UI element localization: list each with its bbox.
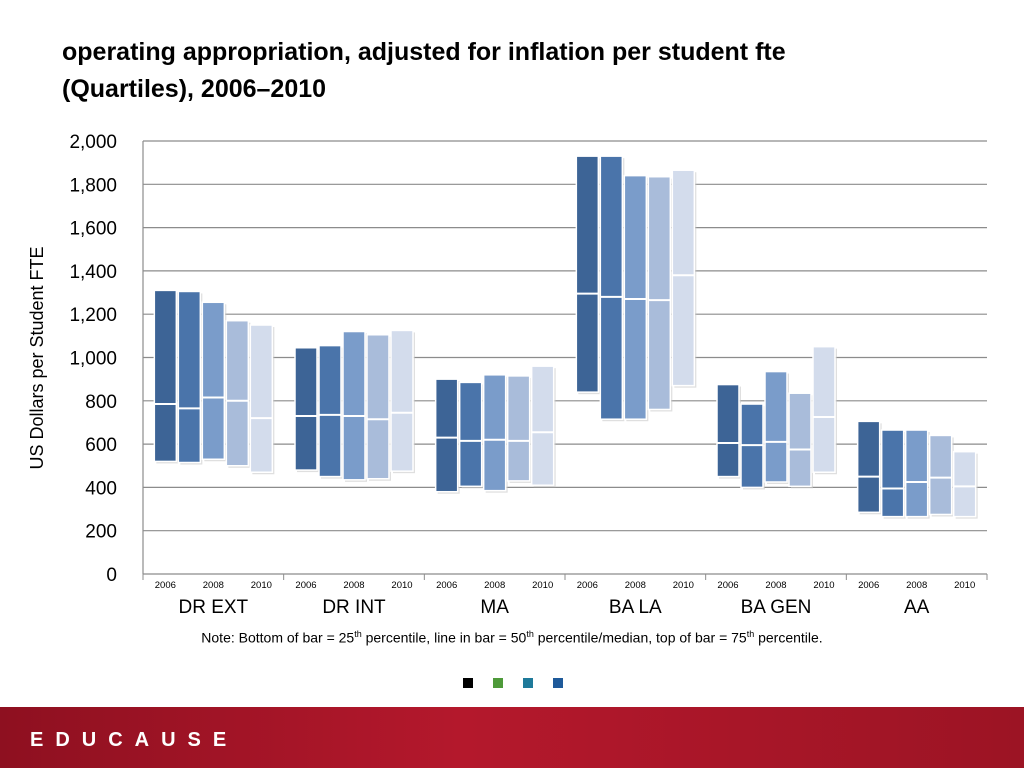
quartile-bar (812, 345, 836, 473)
x-category-label: DR INT (322, 597, 386, 618)
legend-square-2 (493, 678, 503, 688)
educause-logo: EDUCAUSE (30, 729, 239, 751)
quartile-bar (575, 155, 600, 393)
quartile-bar (530, 365, 555, 486)
quartile-bar (294, 347, 318, 471)
legend-squares (463, 678, 563, 688)
quartile-bar (764, 370, 788, 483)
note-sup-3: th (746, 629, 755, 639)
quartile-bar (201, 301, 226, 461)
x-year-label: 2008 (765, 580, 786, 591)
quartile-bar (249, 324, 274, 473)
title-line-2: (Quartiles), 2006–2010 (62, 75, 327, 103)
note-sup-2: th (526, 629, 534, 639)
quartile-bar (434, 378, 459, 493)
x-year-label: 2010 (813, 580, 834, 591)
note-mid-2: percentile/median, top of bar = 75 (533, 629, 747, 646)
y-tick-label: 1,800 (69, 175, 117, 196)
quartile-bar (880, 429, 905, 518)
note-mid-1: percentile, line in bar = 50 (361, 629, 527, 646)
x-year-label: 2006 (155, 580, 176, 591)
quartile-bar (671, 169, 696, 387)
x-category-label: BA LA (609, 597, 662, 618)
x-year-label: 2008 (906, 580, 927, 591)
y-tick-label: 1,600 (69, 219, 117, 240)
x-year-label: 2008 (343, 580, 364, 591)
x-year-label: 2008 (203, 580, 224, 591)
quartile-bar (952, 450, 977, 518)
quartile-bar (599, 155, 624, 420)
quartile-bar (647, 175, 672, 411)
x-year-label: 2006 (436, 580, 457, 591)
y-tick-label: 200 (85, 522, 117, 543)
x-category-label: BA GEN (741, 597, 812, 618)
y-tick-label: 1,200 (69, 305, 117, 326)
legend-square-1 (463, 678, 473, 688)
quartile-bar (225, 319, 250, 467)
x-year-label: 2008 (484, 580, 505, 591)
quartile-bar (623, 174, 648, 420)
x-year-label: 2010 (954, 580, 975, 591)
footer-band: EDUCAUSE (0, 707, 1024, 768)
y-tick-label: 800 (85, 392, 117, 413)
x-year-label: 2010 (532, 580, 553, 591)
title-line-1: operating appropriation, adjusted for in… (62, 38, 786, 66)
x-year-label: 2010 (251, 580, 272, 591)
x-category-label: MA (480, 597, 509, 618)
legend-square-4 (553, 678, 563, 688)
x-year-label: 2006 (295, 580, 316, 591)
y-tick-label: 400 (85, 478, 117, 499)
x-year-label: 2008 (625, 580, 646, 591)
x-year-label: 2010 (673, 580, 694, 591)
y-tick-label: 2,000 (69, 132, 117, 153)
quartile-bar (390, 329, 414, 472)
quartile-bar (342, 330, 366, 481)
quartile-bar (153, 289, 178, 463)
quartile-bar (506, 375, 531, 482)
y-tick-label: 0 (106, 565, 117, 586)
quartile-bar (482, 374, 507, 492)
x-year-label: 2006 (858, 580, 879, 591)
y-axis-label: US Dollars per Student FTE (27, 246, 47, 469)
box-chart: 0 200 400 600 800 1,000 1,200 1,400 1,600 1,800 2,… (27, 132, 988, 618)
chart-note: Note: Bottom of bar = 25th percentile, l… (0, 629, 1024, 646)
quartile-bar (716, 383, 740, 478)
x-category-label: DR EXT (178, 597, 248, 618)
quartile-bar (788, 392, 812, 488)
quartile-bar (177, 290, 202, 464)
note-prefix: Note: Bottom of bar = 25 (201, 629, 355, 646)
quartile-bar (904, 429, 929, 518)
quartile-bar (856, 420, 881, 514)
y-tick-label: 1,400 (69, 262, 117, 283)
y-tick-label: 600 (85, 435, 117, 456)
note-suffix: percentile. (754, 629, 823, 646)
legend-square-3 (523, 678, 533, 688)
x-category-label: AA (904, 597, 930, 618)
quartile-bar (318, 344, 342, 478)
x-year-label: 2006 (717, 580, 738, 591)
x-year-label: 2006 (577, 580, 598, 591)
note-sup-1: th (354, 629, 362, 639)
quartile-bar (458, 381, 483, 488)
quartile-bar (366, 334, 390, 480)
x-year-label: 2010 (391, 580, 412, 591)
quartile-bar (928, 434, 953, 516)
page-title: operating appropriation, adjusted for in… (62, 34, 992, 108)
y-tick-label: 1,000 (69, 349, 117, 370)
